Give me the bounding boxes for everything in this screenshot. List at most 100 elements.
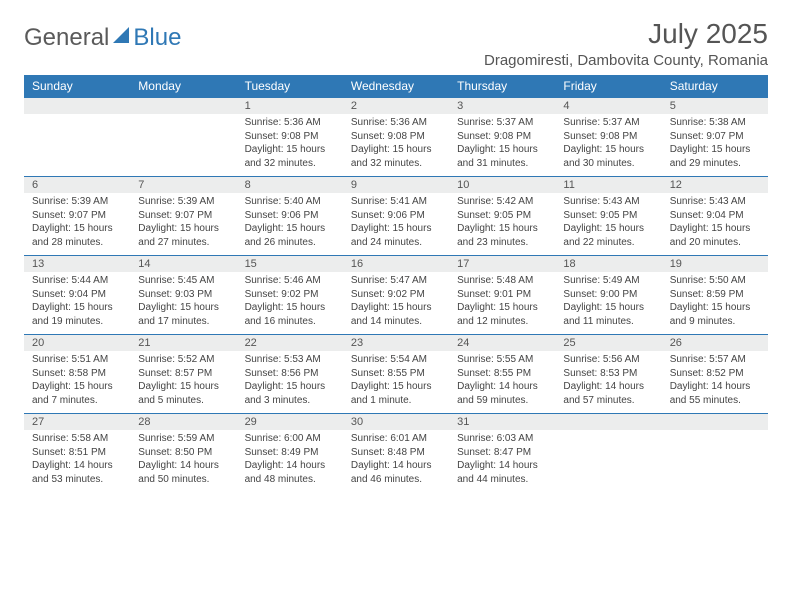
sunset-label: Sunset: — [351, 131, 388, 142]
sunset-value: 8:52 PM — [706, 368, 743, 379]
day-cell: Sunrise: 5:58 AMSunset: 8:51 PMDaylight:… — [24, 430, 130, 492]
sunset-label: Sunset: — [563, 368, 600, 379]
sunrise-label: Sunrise: — [351, 275, 390, 286]
day-cell: Sunrise: 6:00 AMSunset: 8:49 PMDaylight:… — [237, 430, 343, 492]
daylight-label: Daylight: — [138, 223, 180, 234]
sunset-value: 8:51 PM — [69, 447, 106, 458]
day-cell: 2 — [343, 98, 449, 115]
day-data: Sunrise: 5:47 AMSunset: 9:02 PMDaylight:… — [343, 272, 449, 334]
sunset-label: Sunset: — [138, 289, 175, 300]
day-number: 10 — [449, 177, 555, 193]
sunrise-value: 6:03 AM — [497, 433, 534, 444]
daydata-row: Sunrise: 5:51 AMSunset: 8:58 PMDaylight:… — [24, 351, 768, 414]
weekday-header: Sunday — [24, 75, 130, 98]
weekday-header-row: Sunday Monday Tuesday Wednesday Thursday… — [24, 75, 768, 98]
header: General Blue July 2025 Dragomiresti, Dam… — [24, 18, 768, 69]
day-cell: 21 — [130, 335, 236, 352]
day-cell: 8 — [237, 177, 343, 194]
title-block: July 2025 Dragomiresti, Dambovita County… — [484, 18, 768, 69]
daylight-label: Daylight: — [670, 223, 712, 234]
sunrise-label: Sunrise: — [245, 196, 284, 207]
day-cell — [130, 114, 236, 177]
sunrise-label: Sunrise: — [457, 117, 496, 128]
sunrise-label: Sunrise: — [670, 275, 709, 286]
daynum-row: 6789101112 — [24, 177, 768, 194]
day-number: 12 — [662, 177, 768, 193]
sunset-label: Sunset: — [32, 368, 69, 379]
daylight-label: Daylight: — [351, 381, 393, 392]
day-number: 7 — [130, 177, 236, 193]
day-data: Sunrise: 5:36 AMSunset: 9:08 PMDaylight:… — [237, 114, 343, 176]
sunrise-label: Sunrise: — [245, 275, 284, 286]
daylight-label: Daylight: — [457, 302, 499, 313]
day-number: 4 — [555, 98, 661, 114]
sunrise-value: 5:59 AM — [178, 433, 215, 444]
day-number: 13 — [24, 256, 130, 272]
day-cell: Sunrise: 5:42 AMSunset: 9:05 PMDaylight:… — [449, 193, 555, 256]
sunrise-label: Sunrise: — [245, 354, 284, 365]
day-number: 11 — [555, 177, 661, 193]
sunset-value: 9:07 PM — [706, 131, 743, 142]
daylight-label: Daylight: — [32, 381, 74, 392]
daylight-label: Daylight: — [351, 223, 393, 234]
daylight-label: Daylight: — [457, 223, 499, 234]
sunset-value: 8:49 PM — [281, 447, 318, 458]
day-number: 23 — [343, 335, 449, 351]
daylight-label: Daylight: — [351, 302, 393, 313]
sunset-label: Sunset: — [32, 210, 69, 221]
day-number — [24, 98, 130, 114]
sunrise-label: Sunrise: — [457, 275, 496, 286]
day-cell: Sunrise: 5:44 AMSunset: 9:04 PMDaylight:… — [24, 272, 130, 335]
daydata-row: Sunrise: 5:39 AMSunset: 9:07 PMDaylight:… — [24, 193, 768, 256]
day-cell: 20 — [24, 335, 130, 352]
day-data: Sunrise: 5:42 AMSunset: 9:05 PMDaylight:… — [449, 193, 555, 255]
day-cell: Sunrise: 5:56 AMSunset: 8:53 PMDaylight:… — [555, 351, 661, 414]
day-cell — [130, 98, 236, 115]
sunset-label: Sunset: — [670, 289, 707, 300]
sunrise-value: 5:45 AM — [178, 275, 215, 286]
sunset-value: 9:07 PM — [175, 210, 212, 221]
sunset-label: Sunset: — [351, 368, 388, 379]
sunset-label: Sunset: — [457, 289, 494, 300]
day-cell: 29 — [237, 414, 343, 431]
day-data: Sunrise: 5:51 AMSunset: 8:58 PMDaylight:… — [24, 351, 130, 413]
day-cell: Sunrise: 5:40 AMSunset: 9:06 PMDaylight:… — [237, 193, 343, 256]
sunset-label: Sunset: — [457, 131, 494, 142]
daylight-label: Daylight: — [457, 144, 499, 155]
sunrise-label: Sunrise: — [457, 196, 496, 207]
sunset-label: Sunset: — [245, 210, 282, 221]
logo-text-general: General — [24, 24, 109, 52]
day-number: 8 — [237, 177, 343, 193]
day-cell: Sunrise: 5:54 AMSunset: 8:55 PMDaylight:… — [343, 351, 449, 414]
sunset-value: 9:02 PM — [281, 289, 318, 300]
sunset-value: 8:50 PM — [175, 447, 212, 458]
sunset-label: Sunset: — [245, 368, 282, 379]
sunset-value: 9:08 PM — [388, 131, 425, 142]
weekday-header: Friday — [555, 75, 661, 98]
sunrise-value: 5:57 AM — [709, 354, 746, 365]
sunrise-value: 5:55 AM — [497, 354, 534, 365]
day-data: Sunrise: 5:38 AMSunset: 9:07 PMDaylight:… — [662, 114, 768, 176]
sunset-label: Sunset: — [563, 210, 600, 221]
sunset-label: Sunset: — [245, 447, 282, 458]
sunrise-label: Sunrise: — [32, 196, 71, 207]
sunrise-label: Sunrise: — [32, 275, 71, 286]
sunrise-label: Sunrise: — [32, 433, 71, 444]
day-number: 19 — [662, 256, 768, 272]
day-cell: Sunrise: 5:39 AMSunset: 9:07 PMDaylight:… — [24, 193, 130, 256]
sunrise-value: 5:43 AM — [709, 196, 746, 207]
sunset-value: 8:59 PM — [706, 289, 743, 300]
daylight-label: Daylight: — [563, 144, 605, 155]
sunrise-label: Sunrise: — [563, 275, 602, 286]
sunset-label: Sunset: — [32, 289, 69, 300]
sunset-value: 9:07 PM — [69, 210, 106, 221]
day-number: 9 — [343, 177, 449, 193]
day-data — [24, 114, 130, 122]
day-cell — [662, 430, 768, 492]
day-data: Sunrise: 5:48 AMSunset: 9:01 PMDaylight:… — [449, 272, 555, 334]
day-data: Sunrise: 5:45 AMSunset: 9:03 PMDaylight:… — [130, 272, 236, 334]
day-number — [130, 98, 236, 114]
sunrise-label: Sunrise: — [32, 354, 71, 365]
sunset-label: Sunset: — [138, 368, 175, 379]
day-cell: Sunrise: 5:50 AMSunset: 8:59 PMDaylight:… — [662, 272, 768, 335]
